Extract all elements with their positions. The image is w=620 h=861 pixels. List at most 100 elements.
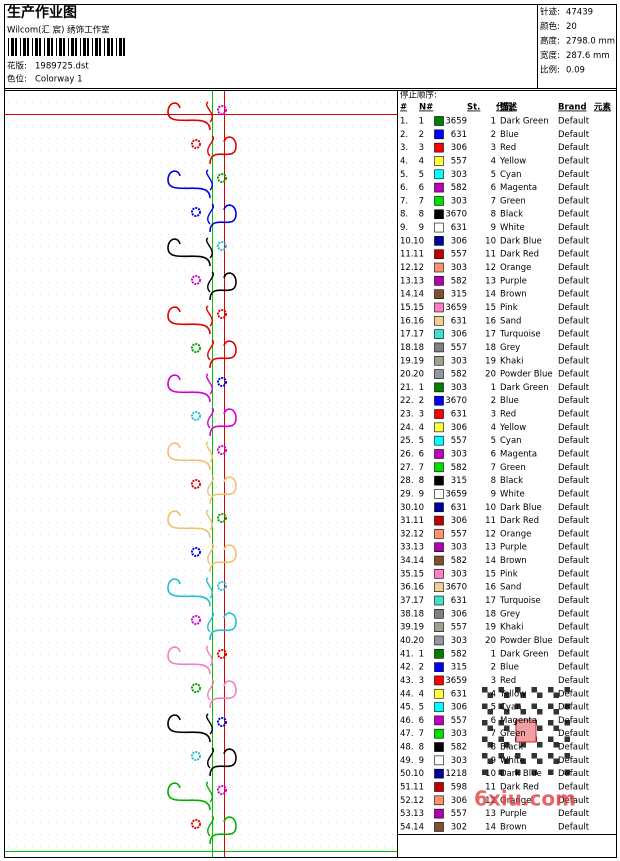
qr-cell (482, 720, 488, 726)
qr-cell (531, 753, 537, 759)
qr-cell (537, 758, 543, 764)
design-preview (167, 101, 237, 845)
cell: Black (500, 743, 523, 753)
cell: 54. (400, 822, 414, 832)
bar (104, 38, 105, 56)
cell: 3 (491, 410, 496, 420)
vine (205, 101, 213, 123)
cell: 306 (451, 143, 467, 153)
cell: Default (558, 383, 590, 393)
cell: Pink (500, 303, 518, 313)
vine (167, 374, 211, 403)
cell: 306 (451, 330, 467, 340)
swatch (434, 808, 444, 819)
cell: 25. (400, 436, 414, 446)
cell: Khaki (500, 356, 523, 366)
cell: Default (558, 729, 590, 739)
cell: 8 (419, 210, 424, 220)
cell: 557 (451, 250, 467, 260)
flower (191, 547, 201, 557)
flower (217, 581, 227, 591)
cell: Default (558, 476, 590, 486)
flower (217, 785, 227, 795)
cell: 26. (400, 450, 414, 460)
cell: Dark Red (500, 516, 539, 526)
vine (167, 714, 211, 743)
flower (191, 275, 201, 285)
cell: 5 (491, 170, 496, 180)
swatch (434, 702, 444, 712)
swatch (434, 182, 444, 193)
cell: 303 (451, 543, 467, 553)
qr-cell (548, 720, 554, 726)
cell: 22. (400, 396, 414, 406)
vine (167, 306, 211, 335)
cell: Black (500, 476, 523, 486)
vine (207, 815, 215, 837)
swatch (434, 715, 444, 726)
cell: Orange (500, 796, 531, 806)
cell: 19 (485, 623, 496, 633)
bar (39, 38, 41, 56)
column-header: St. (467, 103, 480, 113)
cell: 12 (413, 263, 424, 273)
cell: 3 (419, 676, 424, 686)
cell: 13 (413, 543, 424, 553)
column-header: N# (419, 103, 433, 113)
cell: 7 (491, 196, 496, 206)
qr-cell (553, 725, 559, 731)
cell: 15 (413, 569, 424, 579)
cell: 631 (451, 596, 467, 606)
cell: Red (500, 676, 516, 686)
cell: 17 (485, 330, 496, 340)
cell: 32. (400, 529, 414, 539)
cell: 631 (451, 130, 467, 140)
qr-cell (531, 687, 537, 693)
cell: 2 (419, 396, 424, 406)
cell: 4 (491, 423, 496, 433)
swatch (434, 236, 444, 246)
cell: 303 (451, 450, 467, 460)
column-header: # (400, 103, 407, 113)
cell: 303 (451, 569, 467, 579)
swatch (434, 422, 444, 433)
cell: 4 (491, 156, 496, 166)
cell: 15 (413, 303, 424, 313)
cell: 557 (451, 156, 467, 166)
cell: 3670 (445, 583, 467, 593)
cell: 19 (413, 356, 424, 366)
cell: Cyan (500, 170, 522, 180)
cell: 10 (485, 236, 496, 246)
cell: 36. (400, 583, 414, 593)
cell: 5 (491, 703, 496, 713)
cell: Default (558, 556, 590, 566)
bar (35, 38, 38, 56)
vine (205, 509, 213, 531)
cell: 306 (451, 236, 467, 246)
bar (80, 38, 81, 56)
cell: 9. (400, 223, 408, 233)
cell: 21. (400, 383, 414, 393)
cell: Dark Green (500, 383, 549, 393)
flower (191, 411, 201, 421)
cell: Magenta (500, 450, 537, 460)
qr-cell (482, 753, 488, 759)
cell: 14 (413, 556, 424, 566)
cell: Magenta (500, 183, 537, 193)
cell: 3659 (445, 489, 467, 499)
cell: Sand (500, 316, 521, 326)
cell: Dark Blue (500, 769, 542, 779)
cell: 4 (419, 689, 424, 699)
vine (205, 577, 213, 599)
flower (217, 105, 227, 115)
cell: 34. (400, 556, 414, 566)
cell: 306 (451, 796, 467, 806)
cell: 303 (451, 263, 467, 273)
swatch (434, 542, 444, 553)
cell: Default (558, 796, 590, 806)
bar (32, 38, 33, 56)
swatch (434, 489, 444, 499)
cell: 13. (400, 276, 414, 286)
qr-cell (515, 769, 521, 775)
swatch (434, 329, 444, 339)
